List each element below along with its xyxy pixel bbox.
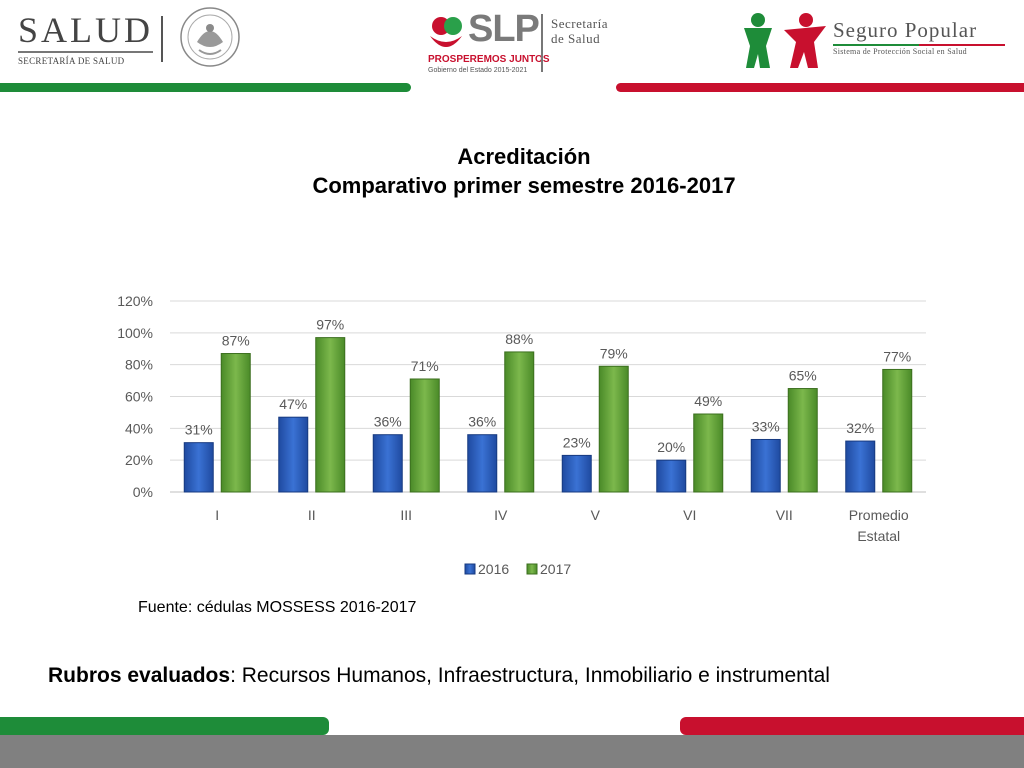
- bar-2017: [882, 368, 913, 493]
- slp-logo: SLP PROSPEREMOS JUNTOS Gobierno del Esta…: [426, 8, 626, 78]
- y-tick-label: 60%: [125, 389, 153, 405]
- data-label: 47%: [279, 396, 307, 412]
- legend-swatch-2016: [464, 563, 476, 575]
- y-tick-label: 20%: [125, 452, 153, 468]
- bar-2016: [372, 434, 403, 493]
- data-label: 33%: [752, 418, 780, 434]
- bar-2017: [693, 413, 724, 493]
- top-green-stripe: [0, 83, 411, 92]
- rubros-evaluados: Rubros evaluados: Recursos Humanos, Infr…: [48, 664, 830, 688]
- slp-mark-icon: [430, 17, 462, 47]
- bar-2017: [220, 353, 251, 493]
- bar-2017: [409, 378, 440, 493]
- y-tick-label: 0%: [133, 484, 153, 500]
- x-tick-label: V: [591, 507, 601, 523]
- secretaria-salud-logo: Secretaría de Salud: [551, 16, 608, 46]
- bar-2017: [504, 351, 535, 493]
- bar-2016: [183, 442, 214, 493]
- x-tick-label: IV: [494, 507, 508, 523]
- bar-2016: [278, 416, 309, 493]
- bar-2016: [845, 440, 876, 493]
- data-label: 87%: [222, 333, 250, 349]
- secretaria-line2: de Salud: [551, 31, 601, 46]
- bar-2016: [750, 438, 781, 493]
- rubros-text: : Recursos Humanos, Infraestructura, Inm…: [230, 664, 830, 687]
- data-label: 36%: [374, 414, 402, 430]
- rubros-label: Rubros evaluados: [48, 664, 231, 687]
- data-label: 77%: [883, 348, 911, 364]
- legend-label-2016: 2016: [478, 561, 509, 577]
- slide-title: Acreditación: [457, 144, 591, 169]
- salud-logo-subtitle: SECRETARÍA DE SALUD: [18, 56, 125, 66]
- data-label: 36%: [468, 414, 496, 430]
- bar-2016: [467, 434, 498, 493]
- top-red-stripe: [616, 83, 1024, 92]
- bar-2017: [598, 365, 629, 493]
- secretaria-line1: Secretaría: [551, 16, 608, 31]
- y-tick-label: 80%: [125, 357, 153, 373]
- x-tick-label: II: [308, 507, 316, 523]
- seguro-popular-figures-icon: [744, 13, 826, 68]
- bar-2017: [315, 337, 346, 493]
- salud-logo: SALUD SECRETARÍA DE SALUD: [18, 12, 153, 66]
- data-label: 31%: [185, 422, 213, 438]
- data-label: 71%: [411, 358, 439, 374]
- bar-2016: [656, 459, 687, 493]
- legend-swatch-2017: [526, 563, 538, 575]
- bar-chart: 0% 20% 40% 60% 80% 100% 120% 31% 87% I 47% 97% II 36…: [117, 293, 926, 577]
- y-tick-label: 120%: [117, 293, 153, 309]
- salud-logo-rule: [18, 51, 153, 53]
- seguro-popular-rule: [833, 44, 1005, 46]
- y-tick-label: 100%: [117, 325, 153, 341]
- seguro-popular-subtitle: Sistema de Protección Social en Salud: [833, 47, 967, 56]
- header-divider: [161, 16, 163, 62]
- data-label: 97%: [316, 317, 344, 333]
- bottom-red-stripe: [680, 717, 1024, 735]
- source-note: Fuente: cédulas MOSSESS 2016-2017: [138, 599, 417, 616]
- bottom-green-stripe: [0, 717, 329, 735]
- data-label: 88%: [505, 331, 533, 347]
- slp-government: Gobierno del Estado 2015-2021: [428, 67, 528, 74]
- x-tick-label: III: [400, 507, 412, 523]
- national-seal-icon: [180, 7, 240, 67]
- seguro-popular-title: Seguro Popular: [833, 18, 978, 42]
- x-tick-label: VII: [776, 507, 793, 523]
- header-divider-2: [541, 14, 543, 72]
- data-label: 23%: [563, 434, 591, 450]
- data-label: 32%: [846, 420, 874, 436]
- legend-label-2017: 2017: [540, 561, 571, 577]
- data-label: 79%: [600, 345, 628, 361]
- data-label: 20%: [657, 439, 685, 455]
- x-tick-label: I: [215, 507, 219, 523]
- y-tick-label: 40%: [125, 420, 153, 436]
- footer-bar: [0, 735, 1024, 768]
- data-label: 65%: [789, 368, 817, 384]
- salud-logo-word: SALUD: [18, 10, 154, 50]
- slp-logo-word: SLP: [468, 8, 540, 50]
- x-tick-label: VI: [683, 507, 696, 523]
- slp-slogan: PROSPEREMOS JUNTOS: [428, 54, 550, 65]
- bar-2017: [787, 388, 818, 493]
- slide-subtitle: Comparativo primer semestre 2016-2017: [312, 173, 736, 198]
- x-tick-label: Promedio Estatal: [849, 507, 909, 544]
- bar-2016: [561, 454, 592, 493]
- data-label: 49%: [694, 393, 722, 409]
